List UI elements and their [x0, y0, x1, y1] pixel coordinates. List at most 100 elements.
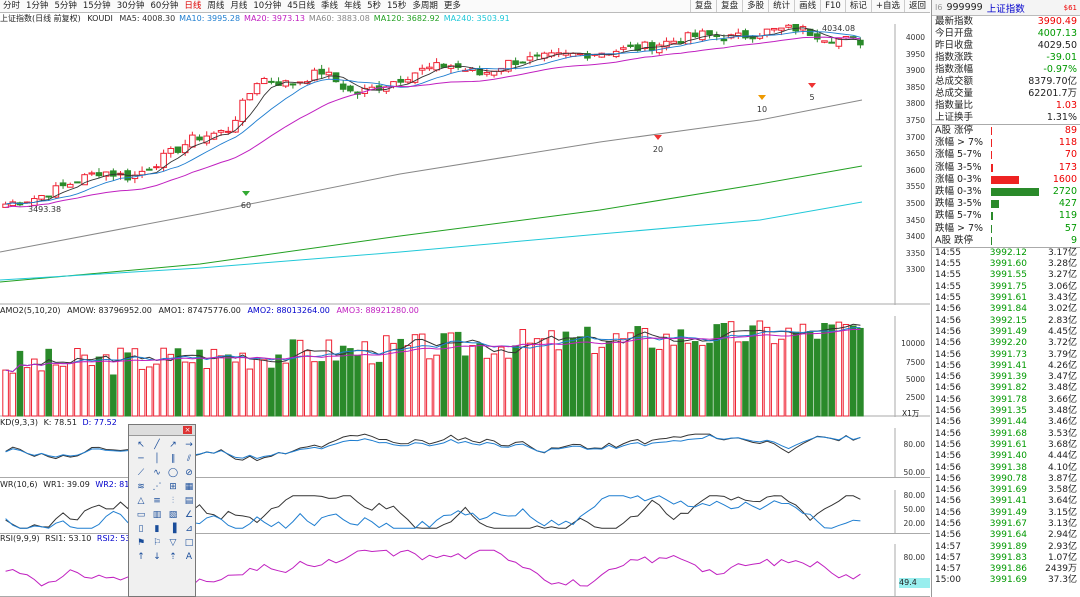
candle-body — [505, 59, 512, 72]
period-tab[interactable]: 5分钟 — [54, 1, 77, 11]
rect-icon[interactable]: ▭ — [136, 510, 146, 520]
angle-icon[interactable]: ∠ — [184, 510, 194, 520]
down-arrow-icon[interactable]: ↓ — [153, 552, 161, 562]
toolbar-button[interactable]: 统计 — [768, 0, 794, 12]
period-tab[interactable]: 45日线 — [287, 1, 316, 11]
speed-icon[interactable]: ⫶ — [171, 496, 175, 506]
pbars-icon[interactable]: ▯ — [138, 524, 144, 534]
pointer-icon[interactable]: ↖ — [137, 440, 145, 450]
pbars3-icon[interactable]: ▐ — [169, 524, 177, 534]
drawing-toolbox[interactable]: × ↖ ╱ ↗ → ─ │ ∥ ⫽ ⟋ ∿ ◯ ⊘ ≋ ⋰ ⊞ ▦ △ ≡ ⫶ ▤ ▭ ▥ ▧ ∠ ▯ ▮ ▐ ⊿ ⚑ ⚐ ▽ □ ↑ ↓ ⇡ A — [128, 424, 196, 597]
amo-bar — [469, 345, 476, 417]
amo-bar — [311, 361, 318, 417]
up-arrow-icon[interactable]: ↑ — [137, 552, 145, 562]
breadth-value: 70 — [1064, 149, 1077, 161]
tri2-icon[interactable]: ▽ — [169, 538, 177, 548]
tick-time: 14:56 — [935, 530, 961, 541]
period-tab[interactable]: 更多 — [443, 1, 461, 11]
tick-row: 14:56 3991.73 3.79亿 — [932, 350, 1080, 361]
y-tick-label: 3700 — [905, 132, 925, 142]
fan2-icon[interactable]: ⊿ — [185, 524, 193, 534]
tick-price: 3991.68 — [989, 428, 1027, 439]
candle-body — [95, 172, 103, 177]
period-tab[interactable]: 60分钟 — [150, 1, 179, 11]
amo-bar — [52, 364, 60, 417]
tick-amount: 2.83亿 — [1047, 315, 1077, 326]
toolbar-button[interactable]: 返回 — [903, 0, 930, 12]
quote-key: 总成交量 — [935, 88, 974, 99]
period-tab[interactable]: 年线 — [344, 1, 362, 11]
period-tab[interactable]: 周线 — [207, 1, 225, 11]
breadth-bar — [991, 175, 1041, 184]
period-tab[interactable]: 季线 — [321, 1, 339, 11]
toolbar-button[interactable]: 多股 — [742, 0, 768, 12]
tick-row: 14:56 3991.38 4.10亿 — [932, 463, 1080, 474]
period-tab[interactable]: 15分钟 — [82, 1, 111, 11]
tick-price: 3991.83 — [989, 552, 1027, 563]
close-icon[interactable]: × — [183, 426, 192, 434]
wave-icon[interactable]: ∿ — [153, 468, 161, 478]
period-tab[interactable]: 1分钟 — [26, 1, 49, 11]
text-icon[interactable]: A — [185, 552, 193, 562]
flag-icon[interactable]: ⚑ — [136, 538, 146, 548]
ray-icon[interactable]: ↗ — [169, 440, 177, 450]
period-tab[interactable]: 月线 — [230, 1, 248, 11]
pbars2-icon[interactable]: ▮ — [154, 524, 160, 534]
tick-time: 14:56 — [935, 326, 961, 337]
toolbar-button[interactable]: +自选 — [870, 0, 904, 12]
toolbar-button[interactable]: 复盘 — [716, 0, 742, 12]
triangle-icon[interactable]: △ — [137, 496, 145, 506]
candle-body — [203, 135, 211, 144]
square-icon[interactable]: □ — [184, 538, 194, 548]
period-tab[interactable]: 多周期 — [412, 1, 438, 11]
channel-icon[interactable]: ⫽ — [186, 454, 191, 464]
trend-icon[interactable]: ⟋ — [137, 468, 145, 478]
circle-icon[interactable]: ◯ — [167, 468, 179, 478]
candle-body — [260, 77, 268, 85]
period-tab[interactable]: 5秒 — [367, 1, 381, 11]
amo-bar — [655, 348, 663, 417]
bars-icon[interactable]: ▥ — [152, 510, 162, 520]
period-tab[interactable]: 日线 — [184, 1, 202, 11]
period-tab[interactable]: 分时 — [3, 1, 21, 11]
mark-icon[interactable]: ⚐ — [152, 538, 162, 548]
line-icon[interactable]: ╱ — [154, 440, 160, 450]
hline-icon[interactable]: ─ — [138, 454, 144, 464]
period-tab[interactable]: 10分钟 — [253, 1, 282, 11]
gann2-icon[interactable]: ▤ — [184, 496, 194, 506]
arrow-icon[interactable]: → — [185, 440, 193, 450]
main-kline-chart[interactable]: 60 20 10 5 3493.38 4034.08 — [0, 24, 930, 305]
tick-list[interactable]: 14:55 3992.12 3.17亿 14:55 3991.60 3.28亿 14:55 3… — [932, 248, 1080, 587]
toolbar-button[interactable]: 画线 — [794, 0, 820, 12]
quote-panel: I6 999999 上证指数 $61 最新指数 3990.49 今日开盘 4007.1… — [931, 0, 1080, 597]
wave2-icon[interactable]: ≋ — [137, 482, 145, 492]
tick-amount: 3.28亿 — [1047, 259, 1077, 270]
grid-icon[interactable]: ▦ — [184, 482, 194, 492]
period-tab[interactable]: 30分钟 — [116, 1, 145, 11]
parallel-icon[interactable]: ∥ — [170, 454, 176, 464]
candle-body — [153, 166, 160, 169]
amo-bar — [490, 353, 498, 417]
candle-body — [763, 28, 771, 36]
fan-icon[interactable]: ⋰ — [152, 482, 162, 492]
cycle-icon[interactable]: ⊘ — [185, 468, 193, 478]
amo-bar — [727, 321, 735, 417]
fibo-icon[interactable]: ≡ — [153, 496, 161, 506]
tick-row: 14:55 3992.12 3.17亿 — [932, 248, 1080, 259]
toolbar-button[interactable]: F10 — [820, 0, 845, 12]
ma-label: MA120: 3682.92 — [373, 14, 440, 23]
vline-icon[interactable]: │ — [154, 454, 160, 464]
toolbar-button[interactable]: 标记 — [844, 0, 871, 12]
period-tab[interactable]: 15秒 — [387, 1, 407, 11]
amo-bar — [110, 374, 117, 417]
amo-bar — [605, 341, 613, 417]
buy-icon[interactable]: ⇡ — [169, 552, 177, 562]
period-icon[interactable]: ▧ — [168, 510, 178, 520]
gann-icon[interactable]: ⊞ — [169, 482, 177, 492]
amo-volume-chart[interactable] — [0, 316, 930, 417]
toolbar-button[interactable]: 复盘 — [690, 0, 716, 12]
amo-bar — [792, 331, 800, 417]
amo-bar — [684, 342, 692, 417]
toolbox-titlebar[interactable]: × — [129, 425, 195, 436]
amo-bar — [699, 344, 706, 417]
